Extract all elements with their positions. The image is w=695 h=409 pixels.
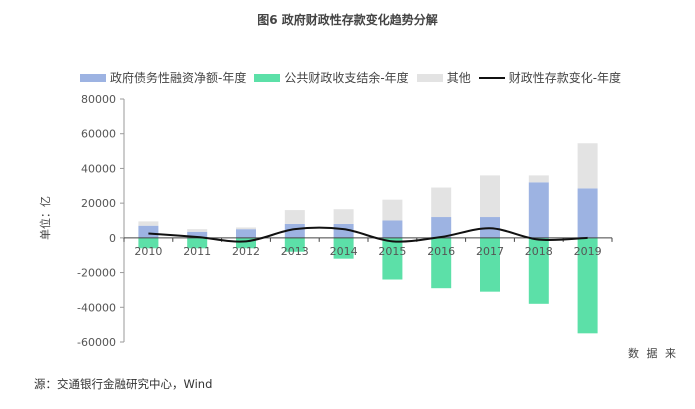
bar-debt bbox=[138, 225, 159, 238]
bar-debt bbox=[528, 182, 549, 238]
legend-item-fiscal: 公共财政收支结余-年度 bbox=[254, 69, 409, 86]
y-tick-label: -40000 bbox=[77, 301, 116, 314]
legend-swatch-other bbox=[416, 73, 443, 82]
bar-fiscal bbox=[431, 237, 452, 289]
bar-debt bbox=[333, 223, 354, 238]
x-tick-label: 2016 bbox=[427, 245, 455, 258]
bar-other bbox=[431, 187, 452, 218]
bar-fiscal bbox=[187, 237, 208, 249]
x-tick-label: 2017 bbox=[476, 245, 504, 258]
legend-label-fiscal: 公共财政收支结余-年度 bbox=[284, 71, 409, 85]
legend-label-deposit-change: 财政性存款变化-年度 bbox=[508, 71, 622, 85]
x-tick-label: 2019 bbox=[574, 245, 602, 258]
x-tick-label: 2012 bbox=[232, 245, 260, 258]
bar-debt bbox=[382, 220, 403, 238]
legend-item-other: 其他 bbox=[416, 69, 471, 86]
x-tick-label: 2015 bbox=[378, 245, 406, 258]
bar-other bbox=[187, 229, 208, 232]
x-tick-label: 2014 bbox=[330, 245, 358, 258]
legend-swatch-debt bbox=[80, 73, 106, 82]
bar-other bbox=[577, 143, 598, 189]
legend-label-other: 其他 bbox=[446, 71, 471, 85]
bar-fiscal bbox=[284, 237, 305, 252]
bar-fiscal bbox=[480, 237, 500, 292]
bar-fiscal bbox=[236, 237, 256, 249]
bar-debt bbox=[236, 229, 256, 238]
bar-fiscal bbox=[138, 237, 159, 249]
y-tick-label: 80000 bbox=[81, 93, 116, 106]
legend-label-debt: 政府债务性融资净额-年度 bbox=[110, 71, 247, 85]
bar-fiscal bbox=[577, 237, 598, 334]
bar-other bbox=[284, 210, 305, 224]
bar-fiscal bbox=[528, 237, 549, 304]
bar-other bbox=[333, 209, 354, 224]
legend: 政府债务性融资净额-年度 公共财政收支结余-年度 其他 财政性存款变化-年度 bbox=[80, 69, 621, 86]
legend-item-debt: 政府债务性融资净额-年度 bbox=[80, 69, 246, 86]
bar-debt bbox=[577, 188, 598, 238]
y-tick-label: 20000 bbox=[81, 197, 116, 210]
y-tick-label: 60000 bbox=[81, 128, 116, 141]
x-tick-label: 2018 bbox=[525, 245, 553, 258]
bar-debt bbox=[431, 217, 452, 238]
bar-debt bbox=[187, 231, 208, 238]
bar-debt bbox=[284, 223, 305, 238]
bar-other bbox=[138, 221, 159, 226]
legend-item-deposit-change: 财政性存款变化-年度 bbox=[478, 69, 622, 86]
y-tick-label: -20000 bbox=[77, 267, 116, 280]
legend-swatch-fiscal bbox=[254, 73, 281, 82]
bar-fiscal bbox=[333, 237, 354, 259]
y-tick-label: 40000 bbox=[81, 162, 116, 175]
source-note: 源：交通银行金融研究中心，Wind bbox=[34, 377, 213, 391]
bar-fiscal bbox=[382, 237, 403, 280]
bar-other bbox=[236, 227, 256, 230]
legend-swatch-deposit-change bbox=[478, 76, 505, 79]
x-tick-label: 2011 bbox=[183, 245, 211, 258]
y-tick-label: 0 bbox=[109, 232, 116, 245]
bar-other bbox=[480, 175, 500, 218]
bar-other bbox=[382, 199, 403, 221]
source-corner-text: 数 据 来 bbox=[628, 347, 678, 360]
x-tick-label: 2013 bbox=[281, 245, 309, 258]
bar-other bbox=[528, 175, 549, 183]
line-deposit-change bbox=[148, 226, 588, 243]
chart-title: 图6 政府财政性存款变化趋势分解 bbox=[257, 13, 438, 27]
y-tick-label: -60000 bbox=[77, 336, 116, 349]
x-tick-label: 2010 bbox=[134, 245, 162, 258]
